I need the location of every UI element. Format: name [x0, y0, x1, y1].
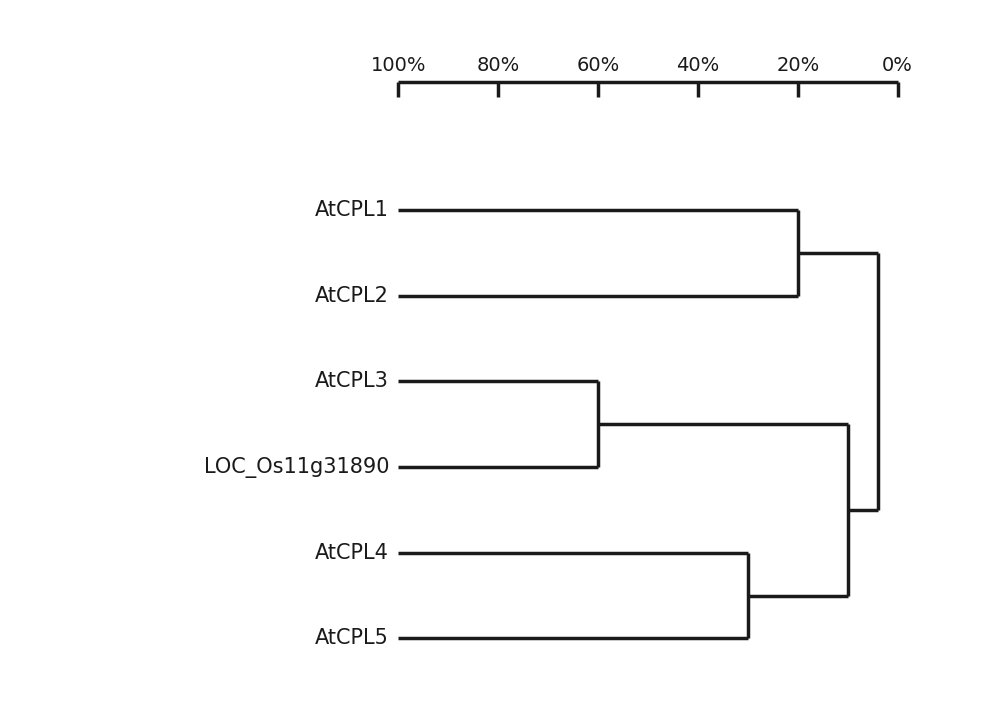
Text: AtCPL3: AtCPL3 [315, 372, 389, 392]
Text: AtCPL5: AtCPL5 [315, 629, 389, 649]
Text: AtCPL2: AtCPL2 [315, 286, 389, 306]
Text: 100%: 100% [371, 55, 426, 75]
Text: 80%: 80% [477, 55, 520, 75]
Text: 60%: 60% [576, 55, 620, 75]
Text: 0%: 0% [882, 55, 913, 75]
Text: 40%: 40% [676, 55, 720, 75]
Text: AtCPL4: AtCPL4 [315, 543, 389, 563]
Text: AtCPL1: AtCPL1 [315, 200, 389, 220]
Text: LOC_Os11g31890: LOC_Os11g31890 [204, 456, 389, 477]
Text: 20%: 20% [776, 55, 819, 75]
